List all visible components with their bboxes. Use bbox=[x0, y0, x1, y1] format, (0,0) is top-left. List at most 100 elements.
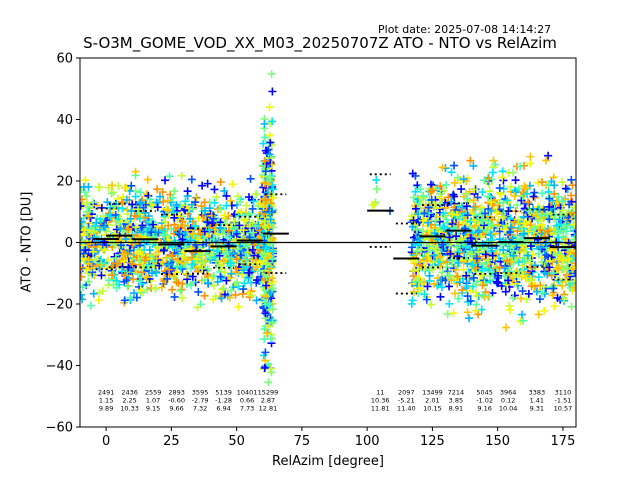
scatter-point bbox=[506, 227, 515, 236]
scatter-point bbox=[463, 281, 472, 290]
scatter-point bbox=[120, 296, 129, 305]
scatter-point bbox=[107, 189, 116, 198]
scatter-point bbox=[80, 272, 86, 281]
scatter-point bbox=[118, 250, 127, 259]
scatter-point bbox=[247, 291, 256, 300]
scatter-point bbox=[494, 278, 503, 287]
scatter-point bbox=[187, 175, 196, 184]
bin-stat-label: -0.60 bbox=[168, 397, 185, 405]
scatter-point bbox=[481, 250, 490, 259]
scatter-point bbox=[112, 259, 121, 268]
scatter-point bbox=[255, 245, 264, 254]
scatter-point bbox=[97, 259, 106, 268]
scatter-point bbox=[152, 198, 161, 207]
scatter-point bbox=[269, 185, 278, 194]
bin-stat-label: 2436 bbox=[121, 389, 138, 397]
scatter-point bbox=[213, 247, 222, 256]
scatter-point bbox=[80, 225, 89, 234]
scatter-point bbox=[561, 221, 570, 230]
scatter-point bbox=[409, 272, 418, 281]
scatter-point bbox=[463, 211, 472, 220]
scatter-point bbox=[142, 273, 151, 282]
scatter-point bbox=[525, 259, 534, 268]
scatter-point bbox=[130, 211, 139, 220]
scatter-point bbox=[558, 206, 567, 215]
bin-stat-label: 2.01 bbox=[425, 397, 439, 405]
scatter-point bbox=[545, 215, 554, 224]
scatter-point bbox=[527, 282, 536, 291]
scatter-point bbox=[222, 191, 231, 200]
scatter-point bbox=[535, 295, 544, 304]
x-tick-label: 150 bbox=[485, 434, 510, 449]
scatter-point bbox=[139, 246, 148, 255]
scatter-point bbox=[213, 277, 222, 286]
scatter-point bbox=[505, 301, 514, 310]
scatter-point bbox=[469, 161, 478, 170]
scatter-point bbox=[483, 256, 492, 265]
scatter-point bbox=[268, 274, 277, 283]
scatter-point bbox=[429, 265, 438, 274]
scatter-point bbox=[448, 210, 457, 219]
scatter-point bbox=[447, 197, 456, 206]
scatter-point bbox=[530, 224, 539, 233]
scatter-point bbox=[262, 310, 271, 319]
scatter-point bbox=[163, 206, 172, 215]
bin-stat-label: 9.66 bbox=[169, 405, 183, 413]
scatter-point bbox=[436, 252, 445, 261]
scatter-point bbox=[436, 292, 445, 301]
scatter-point bbox=[418, 216, 427, 225]
scatter-point bbox=[570, 220, 576, 229]
scatter-point bbox=[412, 247, 421, 256]
scatter-point bbox=[268, 305, 277, 314]
bin-stat-label: -1.02 bbox=[476, 397, 493, 405]
bin-stat-label: 10.33 bbox=[120, 405, 139, 413]
scatter-point bbox=[550, 181, 559, 190]
scatter-point bbox=[177, 171, 186, 180]
scatter-point bbox=[141, 208, 150, 217]
scatter-point bbox=[189, 204, 198, 213]
scatter-point bbox=[145, 195, 154, 204]
scatter-point bbox=[526, 242, 535, 251]
scatter-point bbox=[493, 220, 502, 229]
scatter-point bbox=[523, 268, 532, 277]
scatter-point bbox=[261, 348, 270, 357]
scatter-point bbox=[248, 245, 257, 254]
scatter-point bbox=[442, 180, 451, 189]
scatter-point bbox=[128, 260, 137, 269]
scatter-point bbox=[258, 161, 267, 170]
scatter-point bbox=[261, 223, 270, 232]
scatter-point bbox=[423, 282, 432, 291]
scatter-point bbox=[438, 268, 447, 277]
scatter-point bbox=[536, 243, 545, 252]
scatter-point bbox=[94, 296, 103, 305]
scatter-point bbox=[503, 196, 512, 205]
scatter-point bbox=[487, 207, 496, 216]
scatter-point bbox=[189, 248, 198, 257]
scatter-point bbox=[246, 229, 255, 238]
scatter-point bbox=[262, 230, 271, 239]
scatter-point bbox=[193, 303, 202, 312]
scatter-point bbox=[437, 283, 446, 292]
scatter-point bbox=[494, 201, 503, 210]
scatter-point bbox=[513, 201, 522, 210]
bin-stat-label: -5.21 bbox=[398, 397, 415, 405]
scatter-point bbox=[528, 250, 537, 259]
scatter-point bbox=[463, 259, 472, 268]
scatter-point bbox=[225, 293, 234, 302]
scatter-point bbox=[178, 217, 187, 226]
bin-stat-label: -1.28 bbox=[215, 397, 232, 405]
scatter-point bbox=[194, 225, 203, 234]
scatter-point bbox=[553, 227, 562, 236]
scatter-point bbox=[231, 290, 240, 299]
scatter-point bbox=[500, 225, 509, 234]
scatter-point bbox=[450, 178, 459, 187]
scatter-point bbox=[424, 245, 433, 254]
scatter-point bbox=[471, 280, 480, 289]
scatter-point bbox=[469, 196, 478, 205]
scatter-point bbox=[524, 198, 533, 207]
scatter-point bbox=[266, 138, 275, 147]
y-tick-label: 20 bbox=[56, 175, 73, 190]
x-tick-label: 75 bbox=[294, 434, 311, 449]
scatter-point bbox=[140, 256, 149, 265]
scatter-point bbox=[186, 214, 195, 223]
